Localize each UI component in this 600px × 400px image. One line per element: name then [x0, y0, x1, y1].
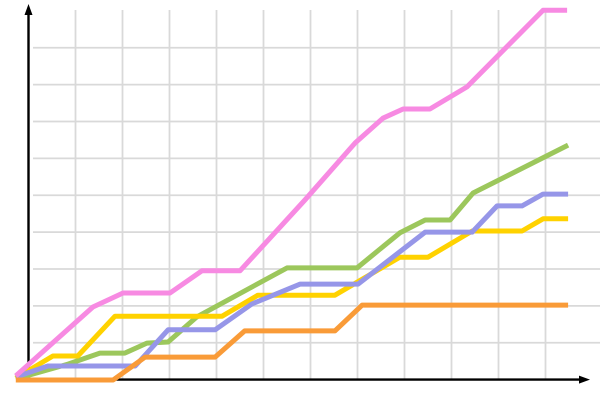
series-green-line [15, 142, 570, 382]
x-axis-arrow-icon [579, 375, 590, 384]
y-axis-arrow-icon [24, 4, 33, 15]
series-yellow-line [14, 216, 569, 381]
series-blue-line [14, 191, 569, 380]
series-pink-line [14, 7, 568, 378]
series-orange-line [15, 302, 569, 383]
